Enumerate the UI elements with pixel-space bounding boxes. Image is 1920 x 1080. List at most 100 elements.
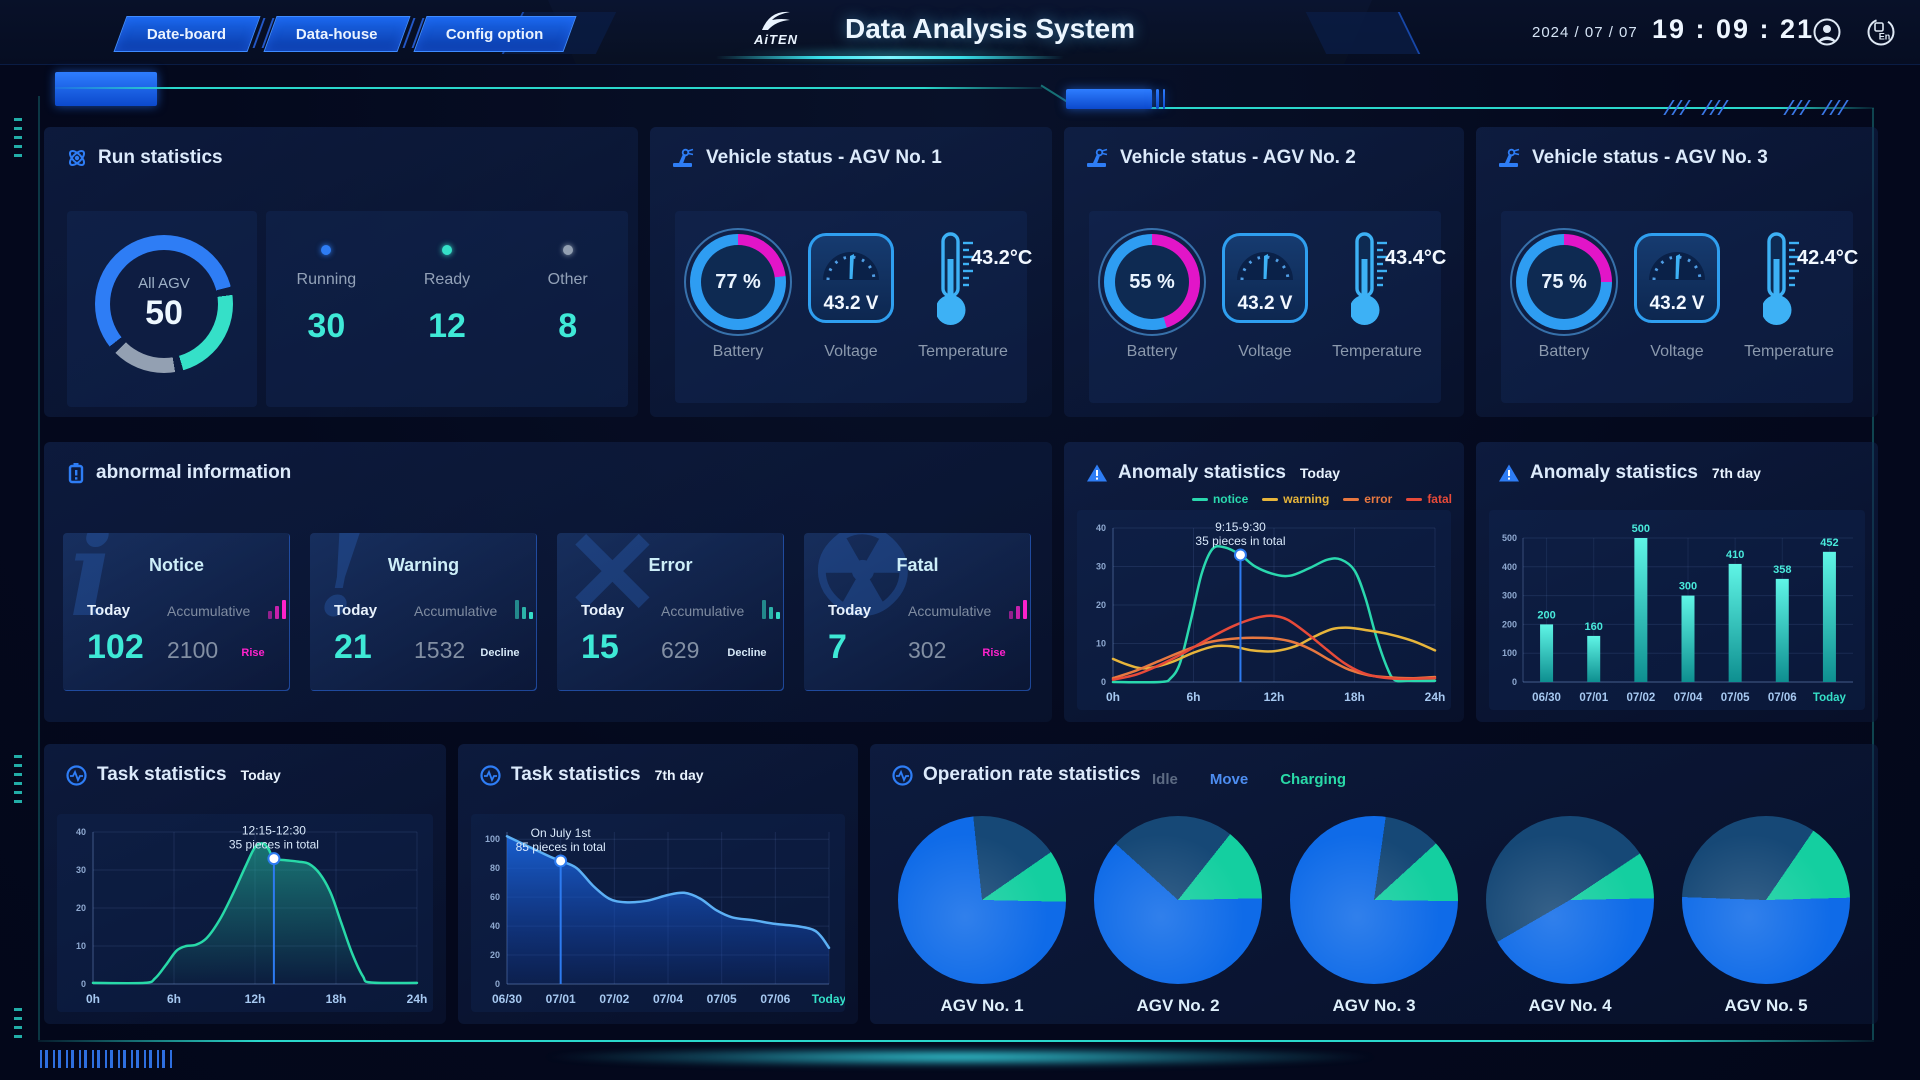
panel-title: Task statistics: [97, 764, 227, 785]
edge-dash: [14, 136, 22, 139]
error-watermark-icon: ✕: [563, 533, 662, 640]
today-value: 102: [87, 628, 144, 666]
temperature-value: 43.2°C: [971, 247, 1033, 269]
bar-Today: [1822, 551, 1836, 682]
status-other: Other 8: [507, 211, 628, 407]
tab-data-house[interactable]: Data-house: [263, 16, 411, 52]
battery-percentage: 75 %: [1541, 270, 1587, 293]
edge-dash: [14, 782, 22, 785]
thermometer-icon: [1351, 232, 1387, 325]
battery-label: Battery: [1538, 343, 1590, 360]
svg-text:06/30: 06/30: [1532, 692, 1561, 704]
warning-triangle-icon: [1499, 464, 1519, 482]
svg-text:100: 100: [1502, 648, 1517, 658]
svg-text:07/05: 07/05: [707, 992, 737, 1006]
panel-title: Run statistics: [98, 147, 223, 168]
svg-text:0: 0: [81, 979, 86, 989]
language-toggle-icon[interactable]: En: [1866, 17, 1896, 47]
pie-label: AGV No. 2: [1136, 996, 1220, 1015]
frame-top-line-2: [1070, 107, 1874, 109]
battery-label: Battery: [1126, 343, 1178, 360]
voltage-label: Voltage: [1238, 343, 1292, 360]
svg-text:24h: 24h: [407, 992, 428, 1006]
page-title: Data Analysis System: [845, 13, 1135, 44]
voltage-label: Voltage: [824, 343, 878, 360]
robot-arm-icon: [673, 148, 694, 167]
svg-text:On July 1st: On July 1st: [531, 826, 592, 840]
legend-charging[interactable]: Charging: [1280, 771, 1347, 788]
svg-text:160: 160: [1585, 621, 1603, 633]
temperature-label: Temperature: [918, 343, 1008, 360]
operation-pie-chart: [898, 816, 1066, 984]
panel-anomaly-7day: Anomaly statistics 7th day 0 100 200 300 400…: [1476, 442, 1878, 722]
abnormal-card-notice: i Notice Today Accumulative 102 2100 Ris…: [63, 533, 290, 691]
legend-item-error[interactable]: error: [1343, 492, 1392, 506]
voltage-gauge: 43.2 V: [808, 233, 894, 323]
svg-text:300: 300: [1679, 581, 1697, 593]
svg-text:07/04: 07/04: [653, 992, 683, 1006]
legend-item-warning[interactable]: warning: [1262, 492, 1329, 506]
agv-pies-row: AGV No. 1 AGV No. 2 AGV No. 3 AGV No. 4 …: [884, 816, 1864, 1016]
trend-label: Rise: [241, 647, 265, 659]
pie-block-agv-no-5: AGV No. 5: [1674, 816, 1859, 1016]
header-accent-right: [1305, 12, 1421, 54]
tab-date-board[interactable]: Date-board: [113, 16, 261, 52]
panel-subtitle: Today: [1299, 465, 1341, 481]
svg-text:30: 30: [1096, 562, 1106, 572]
panel-subtitle: Today: [240, 767, 281, 783]
other-dot: [562, 245, 573, 255]
legend-move[interactable]: Move: [1209, 771, 1249, 788]
legend-idle[interactable]: Idle: [1152, 771, 1178, 788]
today-label: Today: [828, 602, 872, 619]
edge-dash: [14, 145, 22, 148]
pie-block-agv-no-2: AGV No. 2: [1086, 816, 1271, 1016]
svg-text:07/05: 07/05: [1721, 692, 1750, 704]
svg-text:6h: 6h: [1186, 690, 1200, 704]
svg-text:06/30: 06/30: [492, 992, 522, 1006]
today-label: Today: [334, 602, 378, 619]
svg-text:9:15-9:30: 9:15-9:30: [1215, 520, 1266, 534]
legend-item-notice[interactable]: notice: [1191, 492, 1248, 506]
svg-text:40: 40: [1096, 523, 1106, 533]
panel-task-7day: Task statistics 7th day 0 20 40 60 80 100 06/3…: [458, 744, 858, 1024]
user-icon[interactable]: [1812, 17, 1842, 47]
chart-svg: 0 100 200 300 400 500 200 06/30 160 07/01 500 07/02…: [1502, 523, 1853, 704]
bar-07/06: [1775, 578, 1789, 682]
svg-text:452: 452: [1820, 537, 1838, 549]
all-agv-card: All AGV 50: [67, 211, 257, 407]
accumulative-label: Accumulative: [661, 603, 745, 619]
donut-center: All AGV 50: [138, 275, 190, 332]
svg-text:20: 20: [76, 903, 86, 913]
task-pulse-icon: [480, 764, 501, 786]
logo-swoosh-icon: [762, 11, 790, 30]
tab-config-option[interactable]: Config option: [413, 16, 577, 52]
frame-bottom-line: [38, 1040, 1874, 1042]
edge-dash: [14, 154, 22, 157]
pie-block-agv-no-3: AGV No. 3: [1282, 816, 1467, 1016]
robot-arm-icon: [1499, 148, 1520, 167]
svg-text:Today: Today: [812, 992, 845, 1006]
voltage-label: Voltage: [1650, 343, 1704, 360]
legend-item-fatal[interactable]: fatal: [1406, 492, 1452, 506]
header-glow: [660, 46, 1120, 64]
trend-label: Decline: [480, 647, 520, 659]
frame-left-line: [38, 96, 40, 1040]
battery-gauge: [1098, 228, 1206, 336]
chart-svg: 0 20 40 60 80 100 06/30 07/01 07/02 07/04 07/05 07/…: [485, 826, 847, 1006]
today-value: 15: [581, 628, 619, 666]
svg-text:20: 20: [1096, 600, 1106, 610]
panel-title: Vehicle status - AGV No. 1: [706, 147, 942, 168]
svg-text:En: En: [1879, 32, 1891, 42]
aiten-logo: AiTEN: [748, 8, 804, 56]
svg-text:100: 100: [485, 834, 500, 844]
header-date: 2024 / 07 / 07: [1532, 24, 1638, 41]
battery-gauge: [1510, 228, 1618, 336]
svg-text:0h: 0h: [86, 992, 100, 1006]
accumulative-value: 1532: [414, 637, 466, 664]
trend-bars-icon: [250, 599, 290, 619]
panel-title: Task statistics: [511, 764, 641, 785]
svg-text:07/06: 07/06: [1768, 692, 1797, 704]
header-bar: Date-board Data-house Config option AiTE…: [0, 0, 1920, 65]
svg-text:200: 200: [1537, 609, 1555, 621]
